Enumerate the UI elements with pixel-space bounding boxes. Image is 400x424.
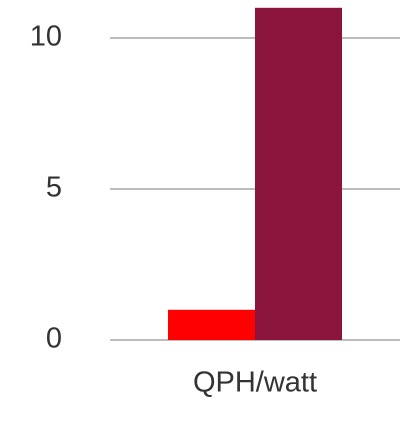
bar bbox=[255, 7, 342, 341]
bar bbox=[168, 309, 255, 340]
y-tick-label: 0 bbox=[46, 323, 62, 355]
y-tick-label: 10 bbox=[30, 21, 62, 53]
y-tick-label: 5 bbox=[46, 172, 62, 204]
x-tick-label: QPH/watt bbox=[193, 367, 317, 399]
